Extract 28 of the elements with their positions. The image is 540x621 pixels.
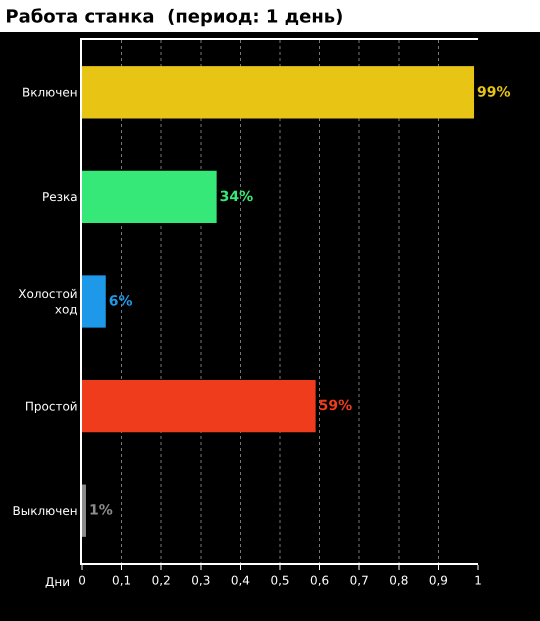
x-tick-label: 0,9 [428,573,448,588]
x-tick-label: 0,3 [191,573,210,588]
x-tick-label: 0,2 [152,573,171,588]
x-tick-label: 0,6 [310,573,330,588]
data-label: 34% [220,188,254,205]
data-label: 99% [477,84,511,100]
x-tick-label: 0,8 [389,573,408,588]
x-tick-label: 1 [474,573,482,588]
y-tick-label: Простой [24,399,78,414]
y-tick-label: Включен [22,86,78,100]
data-label: 59% [318,398,352,414]
y-tick-label: Холостой ход [18,286,78,316]
bar [82,275,106,328]
x-tick-label: 0,7 [350,573,369,588]
bar [82,484,86,537]
bar [82,66,474,118]
x-axis-title: Дни [45,575,70,589]
chart-title: Работа станка (период: 1 день) [5,6,344,28]
data-label: 1% [88,502,113,519]
y-tick-label: Выключен [12,504,78,518]
bar [82,170,217,224]
bar [82,380,316,432]
x-tick-label: 0 [78,573,86,588]
data-label: 6% [108,294,133,310]
x-tick-label: 0,4 [230,573,250,588]
y-tick-label: Резка [42,190,78,204]
x-tick-label: 0,1 [112,573,132,588]
x-tick-label: 0,5 [270,573,290,588]
